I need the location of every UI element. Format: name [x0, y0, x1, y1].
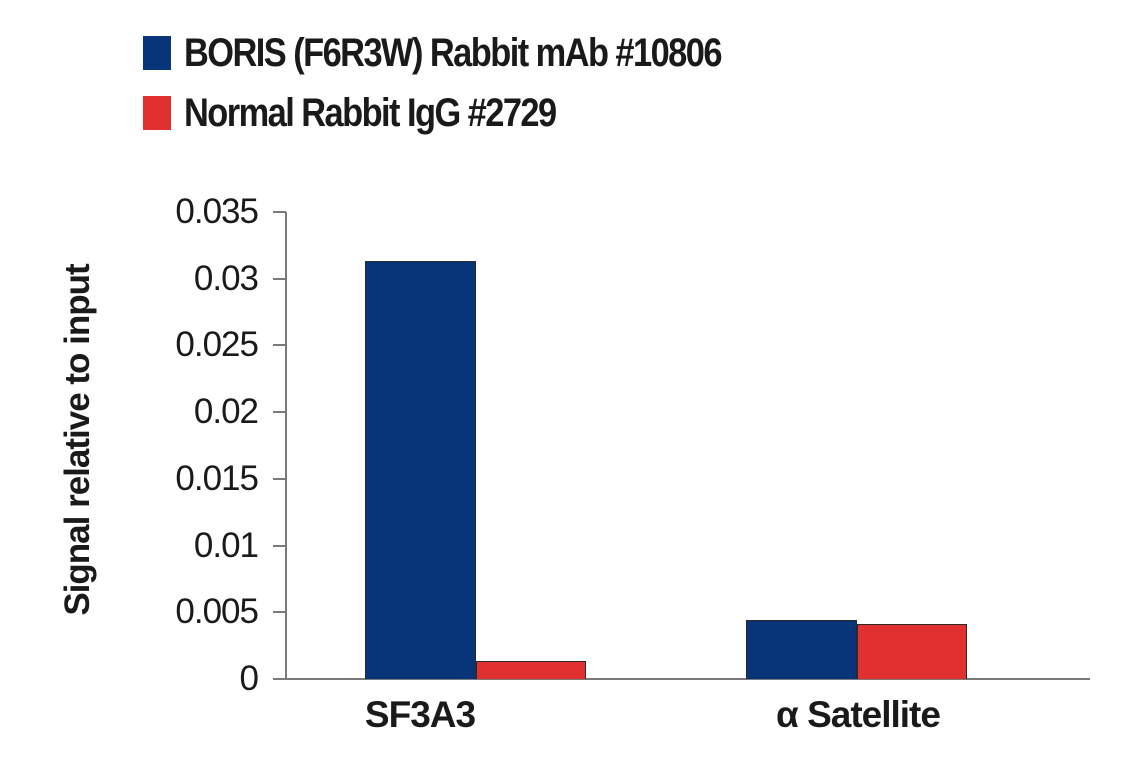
y-tick-label: 0.005: [175, 592, 259, 632]
y-tick-mark: [273, 544, 286, 547]
y-tick-label: 0.015: [175, 458, 259, 498]
bar-igg-sf3a3: [475, 660, 586, 679]
y-tick-mark: [273, 678, 286, 680]
y-tick-mark: [273, 344, 286, 347]
y-axis-line: [285, 212, 287, 680]
legend-label: BORIS (F6R3W) Rabbit mAb #10806: [184, 30, 722, 75]
y-tick-label: 0.03: [193, 258, 259, 298]
chart-legend: BORIS (F6R3W) Rabbit mAb #10806 Normal R…: [143, 28, 808, 148]
y-axis-label: Signal relative to input: [58, 264, 97, 616]
y-tick-mark: [273, 411, 286, 414]
y-tick-mark: [273, 211, 286, 213]
y-tick-label: 0.035: [175, 192, 259, 231]
bar-boris-alpha-satellite: [746, 620, 857, 679]
legend-item-boris: BORIS (F6R3W) Rabbit mAb #10806: [143, 28, 808, 78]
legend-swatch-blue: [143, 36, 171, 70]
y-tick-label: 0.01: [193, 525, 259, 565]
legend-swatch-red: [143, 96, 171, 130]
y-tick-label: 0.025: [175, 325, 259, 365]
y-tick-mark: [273, 611, 286, 614]
y-tick-label: 0.02: [193, 392, 259, 432]
x-tick-label-sf3a3: SF3A3: [364, 694, 476, 735]
legend-label: Normal Rabbit IgG #2729: [184, 90, 557, 135]
bar-igg-alpha-satellite: [856, 624, 967, 679]
x-axis-line: [273, 678, 1090, 680]
y-tick-mark: [273, 477, 286, 480]
bar-boris-sf3a3: [365, 261, 476, 679]
y-tick-mark: [273, 277, 286, 280]
x-tick-label-alpha-satellite: α Satellite: [776, 694, 941, 735]
y-tick-label: 0: [239, 659, 259, 698]
legend-item-igg: Normal Rabbit IgG #2729: [143, 88, 808, 138]
